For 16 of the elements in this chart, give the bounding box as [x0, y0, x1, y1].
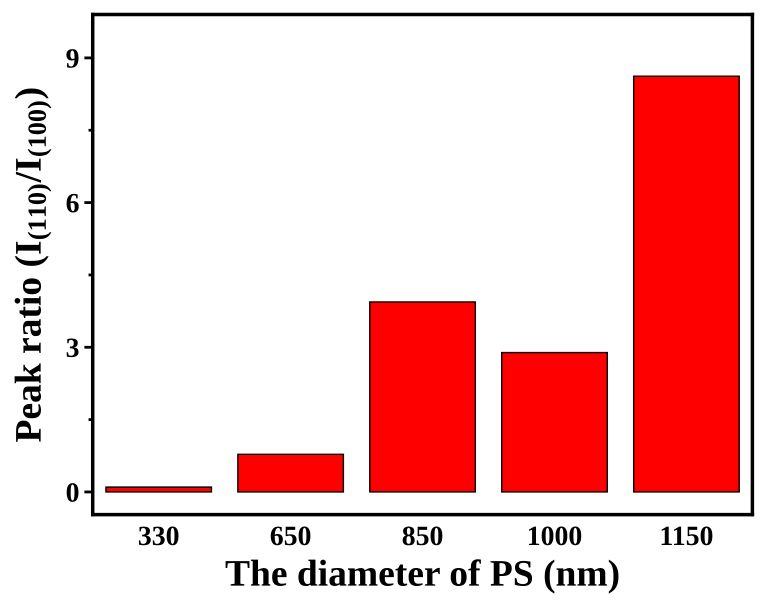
y-tick-label: 6	[66, 194, 79, 212]
bar	[105, 486, 212, 493]
y-tick-label: 3	[66, 338, 79, 358]
x-tick-label: 1000	[528, 526, 582, 546]
y-tick-label: 0	[66, 483, 78, 502]
x-tick-label: 330	[138, 526, 178, 546]
bar	[369, 301, 476, 493]
x-tick-label: 1150	[662, 526, 712, 546]
x-tick-label: 850	[402, 526, 442, 546]
x-axis-title: The diameter of PS (nm)	[226, 559, 618, 594]
bar	[237, 454, 344, 493]
y-axis-title: Peak ratio (I$_{(110)}$/I$_{(100)}$)	[14, 88, 52, 442]
bar	[632, 76, 740, 493]
x-tick-label: 650	[270, 526, 310, 546]
bar	[501, 352, 608, 493]
y-tick-label: 9	[66, 49, 79, 68]
